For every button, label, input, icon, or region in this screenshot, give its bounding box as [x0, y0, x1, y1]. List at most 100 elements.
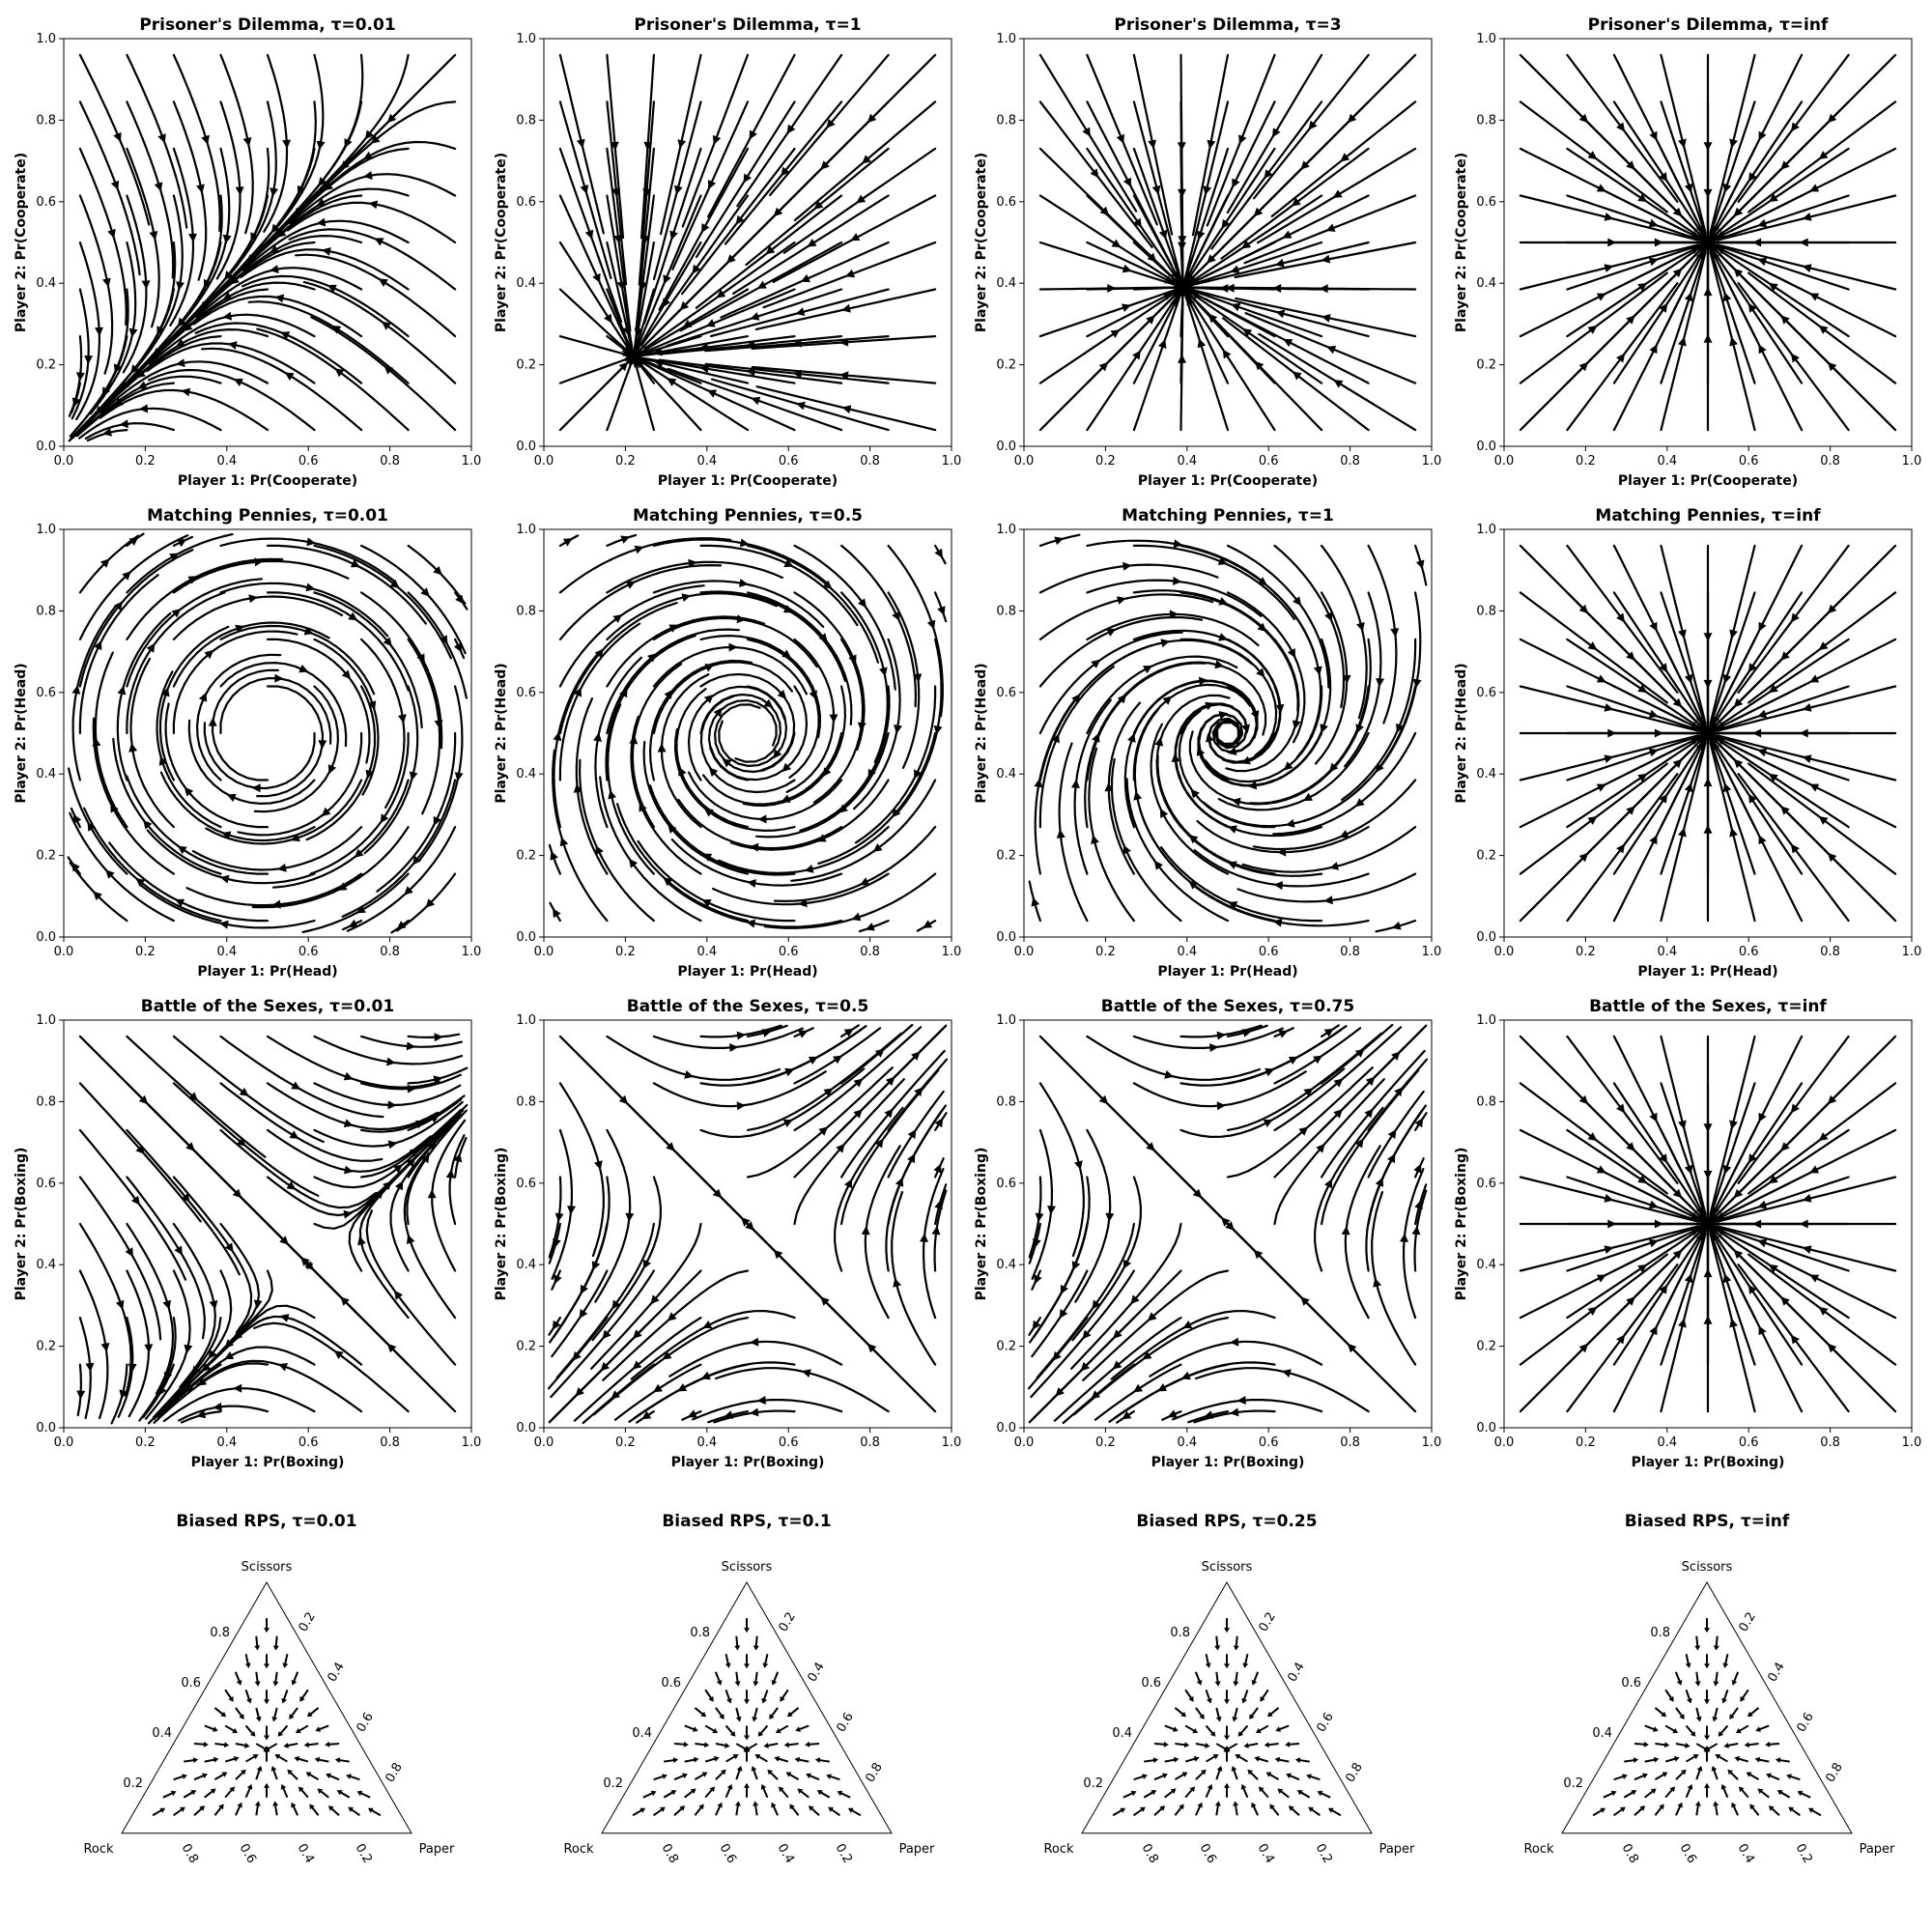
stream-arrow: [580, 185, 589, 194]
stream-arrow: [937, 606, 946, 616]
stream-arrow: [1147, 1312, 1157, 1321]
right-tick-label: 0.8: [383, 1760, 405, 1784]
stream-arrow: [796, 401, 806, 411]
quiver-arrow: [1164, 1788, 1177, 1799]
stream-line: [1058, 742, 1089, 923]
quiver-arrow: [289, 1707, 298, 1719]
stream-arrow: [343, 1209, 354, 1219]
y-tick-label: 0.2: [1476, 358, 1496, 373]
y-tick-label: 0.2: [516, 1340, 536, 1354]
stream-arrow: [204, 649, 214, 660]
y-tick-label: 0.8: [516, 1094, 536, 1109]
x-tick-label: 0.6: [779, 945, 799, 959]
quiver-arrow: [775, 1724, 789, 1734]
stream-arrow: [592, 272, 601, 283]
stream-arrow: [687, 1409, 697, 1418]
bottom-tick-label: 0.6: [1197, 1841, 1219, 1865]
x-tick-label: 1.0: [942, 945, 962, 959]
stream-line: [1704, 100, 1804, 247]
stream-arrow: [368, 200, 379, 210]
stream-arrow: [1703, 142, 1713, 152]
stream-arrow: [1319, 284, 1328, 294]
stream-line: [1082, 1269, 1230, 1381]
y-tick-label: 0.4: [516, 1258, 536, 1272]
y-axis-label: Player 2: Pr(Head): [974, 663, 989, 803]
stream-arrow: [1390, 628, 1400, 638]
y-tick-label: 0.8: [996, 604, 1016, 618]
stream-arrow: [445, 1169, 455, 1179]
stream-arrow: [668, 824, 677, 834]
stream-line: [1172, 1399, 1323, 1421]
stream-arrow: [839, 371, 849, 381]
stream-line: [1704, 1082, 1804, 1229]
stream-line: [126, 100, 175, 279]
stream-arrow: [171, 609, 182, 618]
stream-arrow: [1678, 1318, 1687, 1328]
x-tick-label: 1.0: [942, 454, 962, 469]
quiver-arrow: [795, 1724, 810, 1732]
stream-arrow: [84, 355, 94, 365]
quiver-arrow: [774, 1755, 789, 1763]
stream-arrow: [1281, 1369, 1292, 1378]
left-tick-label: 0.2: [1563, 1776, 1583, 1791]
quiver-arrow: [653, 1806, 666, 1817]
stream-arrow: [177, 845, 187, 855]
x-axis-label: Player 1: Pr(Cooperate): [178, 473, 357, 489]
quiver-arrow: [1675, 1802, 1683, 1816]
stream-arrow: [783, 558, 794, 567]
quiver-arrow: [1654, 1707, 1667, 1718]
quiver-arrow: [1755, 1724, 1770, 1732]
stream-arrow: [354, 848, 364, 858]
stream-arrow: [1747, 1284, 1757, 1294]
stream-arrow: [1604, 1194, 1614, 1203]
quiver-arrow: [724, 1724, 736, 1737]
stream-line: [185, 872, 363, 907]
stream-arrow: [380, 813, 389, 824]
stream-line: [1566, 1221, 1714, 1272]
stream-arrow: [914, 769, 923, 780]
quiver-arrow: [1713, 1801, 1719, 1816]
x-tick-label: 0.2: [615, 454, 636, 469]
stream-arrow: [1272, 128, 1281, 138]
quiver-arrow: [1274, 1756, 1290, 1763]
stream-line: [1705, 591, 1756, 739]
stream-arrow: [708, 767, 719, 778]
quiver-arrow: [1739, 1786, 1749, 1799]
stream-arrow: [1616, 122, 1626, 132]
x-tick-label: 0.2: [1576, 945, 1596, 959]
quiver-arrows: [152, 1618, 382, 1817]
stream-arrow: [1230, 1337, 1239, 1347]
quiver-arrow: [744, 1725, 750, 1741]
stream-line: [1702, 194, 1850, 245]
stream-arrow: [1648, 257, 1659, 267]
stream-arrow: [154, 182, 163, 192]
stream-line: [172, 559, 350, 594]
chart-title: Battle of the Sexes, τ=0.01: [141, 997, 394, 1016]
y-tick-label: 1.0: [996, 32, 1016, 46]
stream-arrow: [433, 565, 442, 576]
stream-arrow: [1031, 896, 1040, 907]
stream-arrow: [1303, 1088, 1314, 1097]
stream-arrow: [1323, 895, 1333, 905]
stream-arrow: [1394, 1087, 1404, 1097]
y-tick-label: 0.2: [996, 1340, 1016, 1354]
stream-arrow: [407, 1235, 415, 1244]
stream-arrow: [284, 372, 295, 381]
stream-arrow: [843, 1028, 854, 1037]
x-axis-label: Player 1: Pr(Cooperate): [658, 473, 838, 489]
quiver-arrow: [1327, 1807, 1342, 1817]
stream-arrow: [248, 594, 258, 604]
quiver-arrow: [244, 1783, 253, 1799]
stream-arrow: [1282, 230, 1293, 239]
stream-line: [1344, 591, 1382, 768]
stream-arrow: [608, 789, 616, 800]
x-axis-label: Player 1: Pr(Head): [677, 964, 817, 980]
stream-arrow: [926, 619, 936, 630]
stream-arrow: [650, 1294, 660, 1305]
y-axis-label: Player 2: Pr(Cooperate): [494, 153, 509, 332]
stream-arrow: [144, 1344, 154, 1353]
stream-arrow: [1412, 678, 1422, 689]
stream-arrow: [1722, 292, 1732, 302]
stream-arrow: [625, 581, 636, 589]
stream-arrow: [1790, 122, 1800, 132]
